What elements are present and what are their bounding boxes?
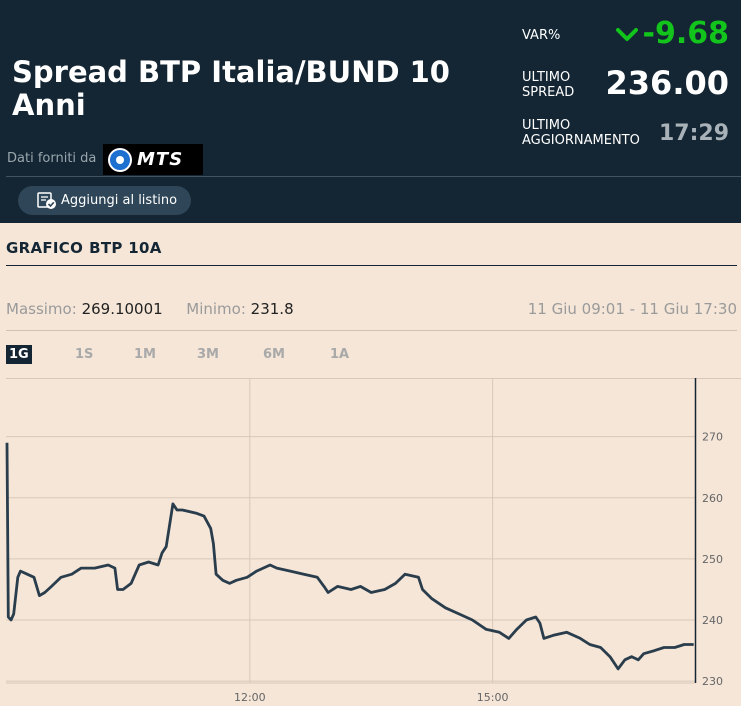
- period-1s[interactable]: 1S: [75, 347, 94, 362]
- y-tick-label: 240: [702, 614, 723, 627]
- update-time-value: 17:29: [658, 121, 729, 146]
- var-value: -9.68: [642, 16, 729, 51]
- header-divider: [6, 176, 741, 177]
- spread-line: [5, 442, 694, 671]
- y-axis-labels: 230 240 250 260 270: [702, 431, 723, 688]
- y-tick-label: 250: [702, 553, 723, 566]
- page-title: Spread BTP Italia/BUND 10 Anni: [12, 55, 450, 122]
- section-divider: [6, 265, 737, 266]
- max-label: Massimo:: [6, 300, 77, 318]
- add-to-watchlist-button[interactable]: Aggiungi al listino: [18, 186, 191, 215]
- min-value: 231.8: [250, 300, 294, 318]
- quote-header: Spread BTP Italia/BUND 10 Anni VAR% -9.6…: [0, 0, 741, 223]
- mts-logo-text: MTS: [137, 149, 184, 170]
- period-3m[interactable]: 3M: [197, 347, 219, 362]
- y-tick-label: 230: [702, 675, 723, 688]
- mts-logo-icon: [108, 147, 132, 172]
- period-1m[interactable]: 1M: [134, 347, 156, 362]
- period-1g[interactable]: 1G: [6, 345, 32, 364]
- provider-label: Dati forniti da: [7, 151, 97, 166]
- chart-stats: Massimo: 269.10001 Minimo: 231.8: [6, 300, 294, 318]
- max-value: 269.10001: [81, 300, 163, 318]
- spread-label: ULTIMO SPREAD: [522, 70, 575, 100]
- chart-grid: [6, 378, 741, 684]
- date-range: 11 Giu 09:01 - 11 Giu 17:30: [527, 300, 737, 318]
- x-axis-labels: 12:00 15:00: [234, 691, 509, 704]
- mts-logo[interactable]: MTS: [103, 144, 203, 175]
- period-6m[interactable]: 6M: [263, 347, 285, 362]
- var-label: VAR%: [522, 28, 561, 43]
- chart-section-title: GRAFICO BTP 10A: [6, 239, 162, 257]
- y-tick-label: 270: [702, 431, 723, 444]
- list-add-icon: [37, 191, 57, 210]
- stats-divider: [6, 330, 737, 331]
- add-to-watchlist-label: Aggiungi al listino: [61, 193, 178, 208]
- spread-value: 236.00: [605, 64, 729, 102]
- spread-chart[interactable]: 230 240 250 260 270 12:00 15:00: [0, 378, 741, 706]
- period-1a[interactable]: 1A: [330, 347, 350, 362]
- min-label: Minimo:: [186, 300, 246, 318]
- y-tick-label: 260: [702, 492, 723, 505]
- update-label: ULTIMO AGGIORNAMENTO: [522, 118, 640, 148]
- x-tick-label: 12:00: [234, 691, 266, 704]
- chevron-down-icon: [616, 27, 638, 47]
- x-tick-label: 15:00: [477, 691, 509, 704]
